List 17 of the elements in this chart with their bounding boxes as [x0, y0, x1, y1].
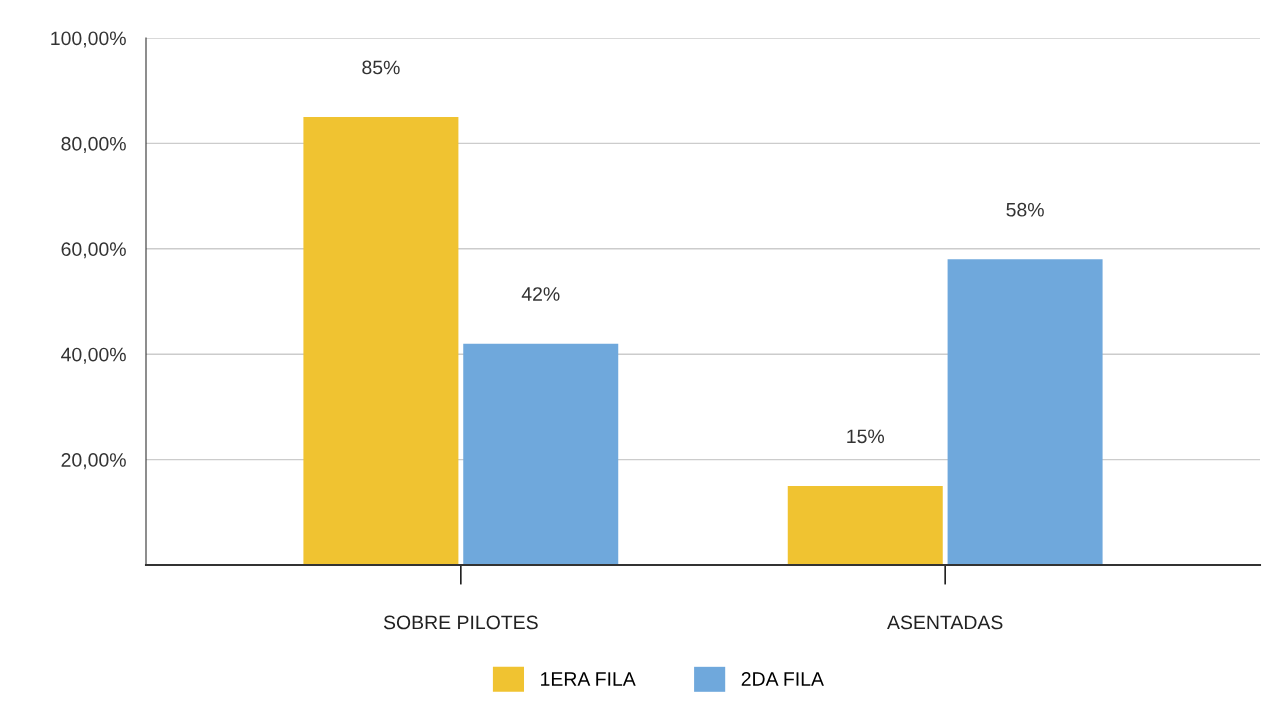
y-tick-label: 100,00% [51, 31, 126, 48]
legend-label: 2DA FILA [741, 672, 824, 686]
x-tick-label: ASENTADAS [887, 615, 1003, 630]
y-tick-label: 40,00% [61, 347, 126, 364]
data-label: 42% [521, 287, 560, 301]
data-label: 58% [1006, 202, 1044, 217]
y-tick-label: 60,00% [61, 242, 126, 259]
bar [947, 259, 1103, 565]
bar [463, 343, 619, 565]
legend-label: 1ERA FILA [541, 672, 636, 686]
y-tick-label: 80,00% [61, 136, 126, 153]
bar [303, 117, 459, 565]
data-label: 15% [847, 429, 885, 444]
x-tick-label: SOBRE PILOTES [383, 615, 538, 630]
y-tick-label: 20,00% [61, 453, 126, 470]
data-label: 85% [362, 60, 400, 75]
bar [787, 485, 943, 565]
